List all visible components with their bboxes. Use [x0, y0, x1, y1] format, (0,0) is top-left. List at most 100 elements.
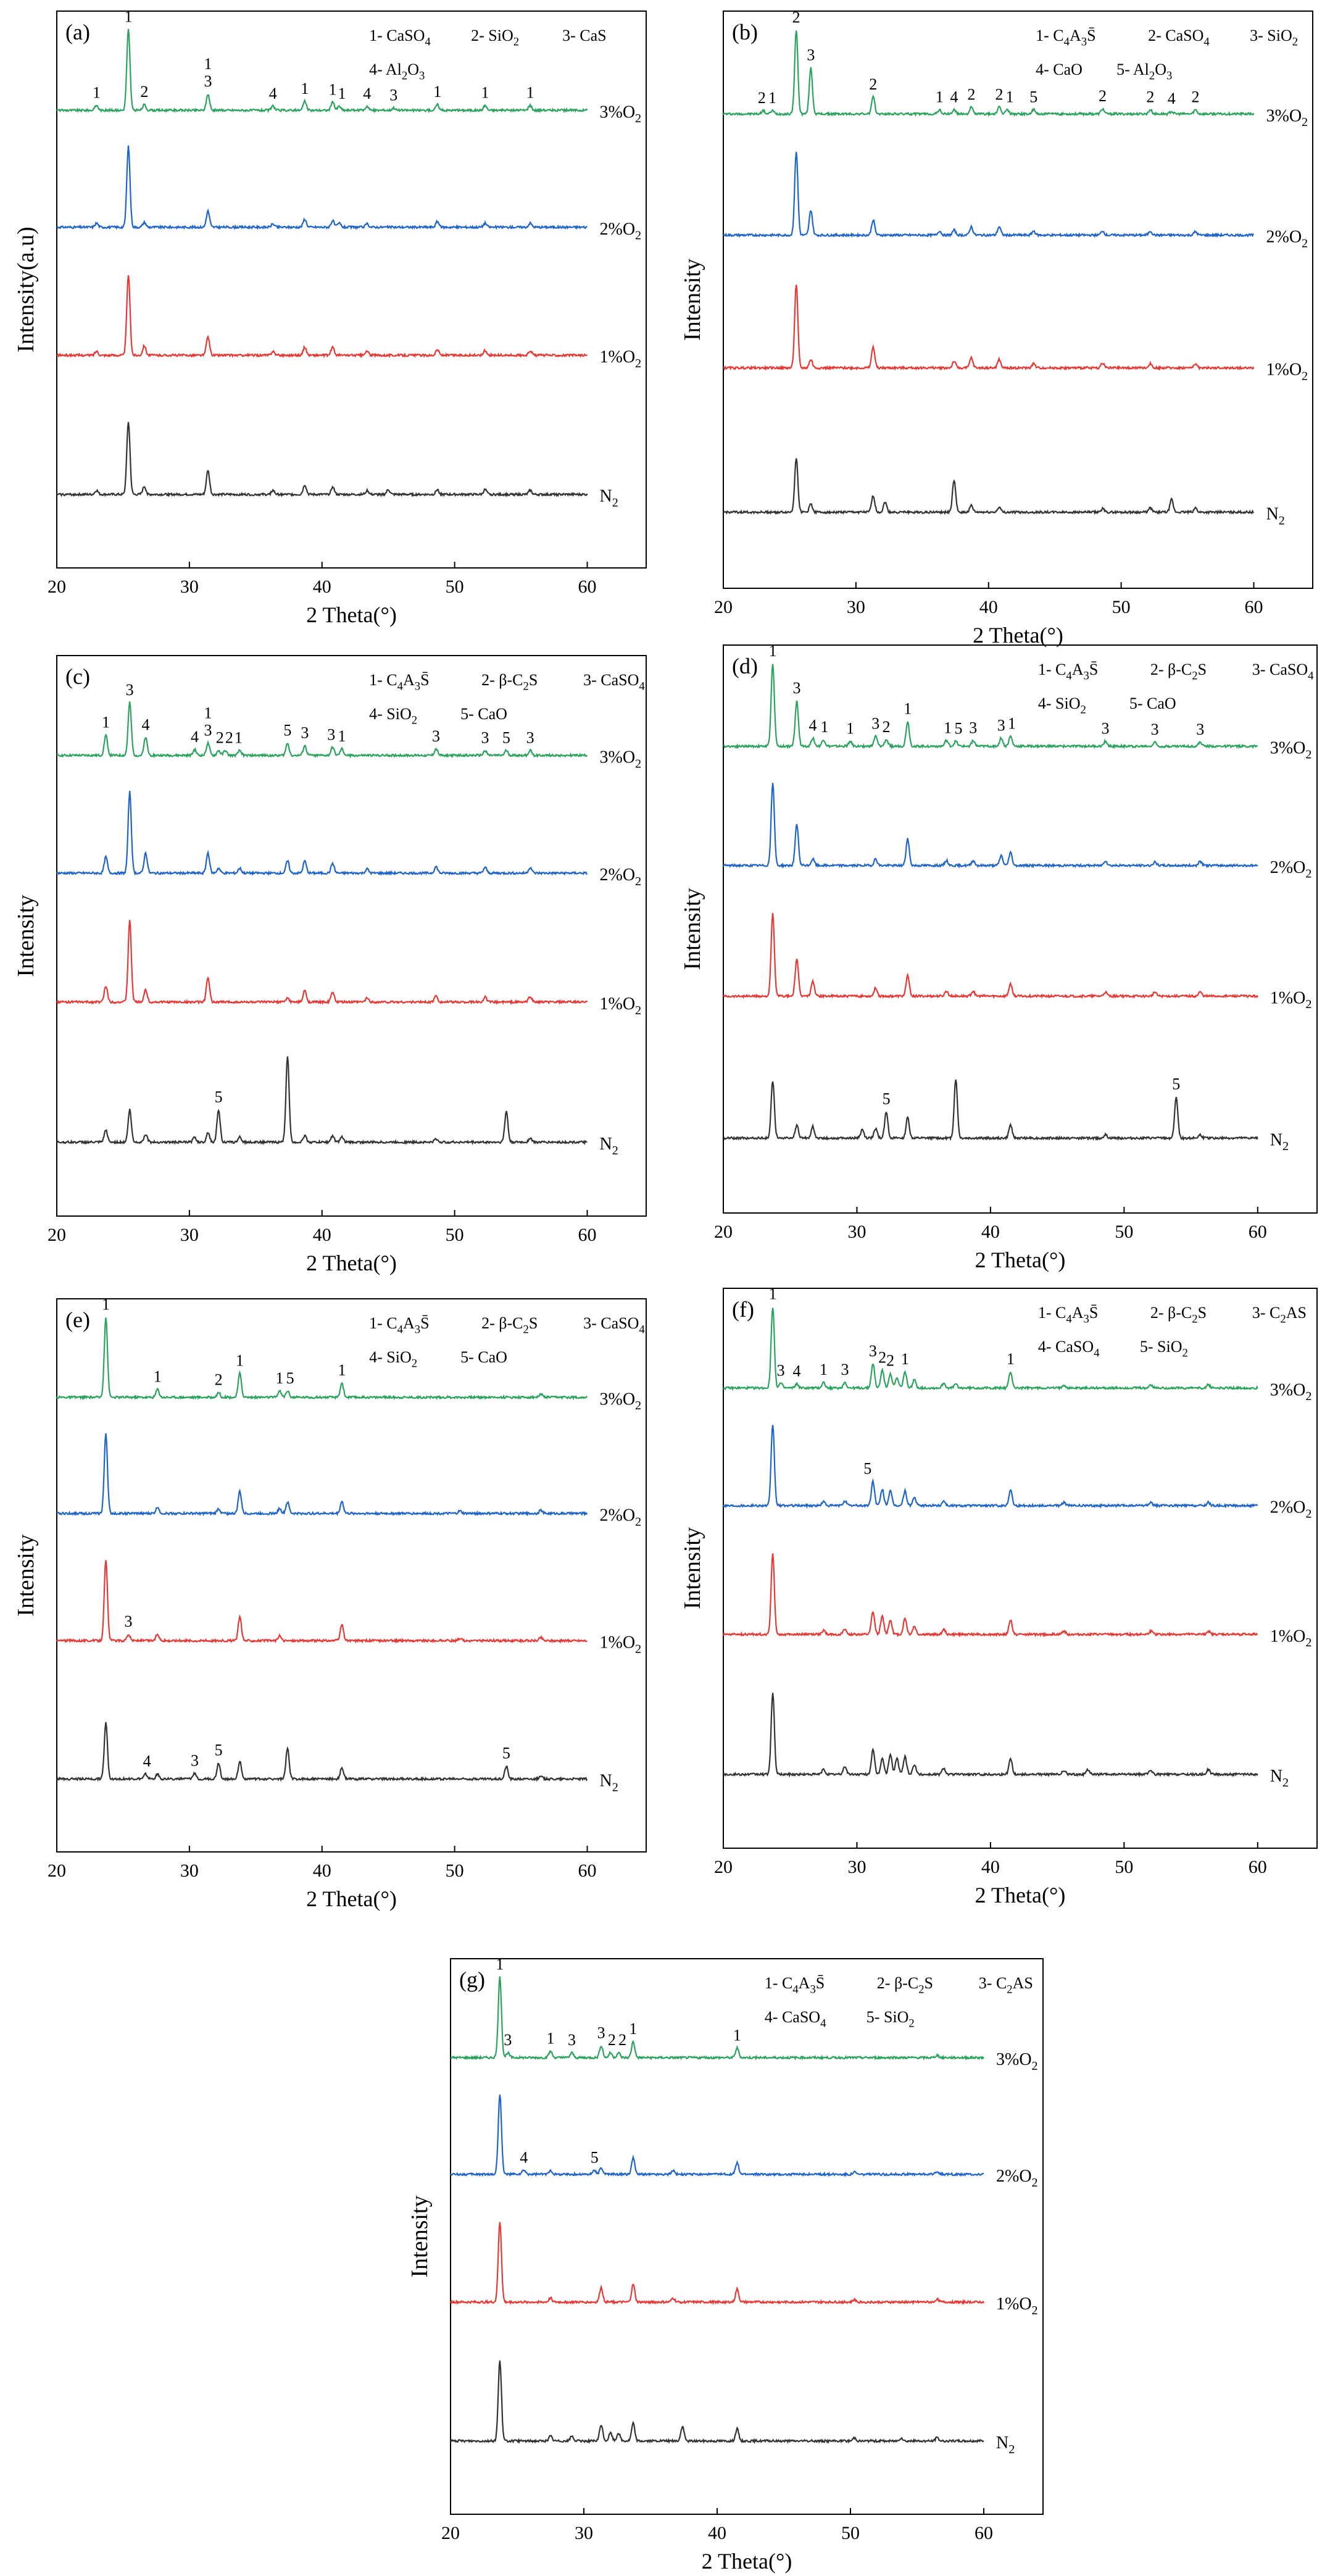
series-line-2pcto2	[722, 783, 1258, 869]
peak-annotation: 1	[204, 704, 212, 722]
peak-annotation: 1	[769, 642, 777, 660]
x-axis-label: 2 Theta(°)	[975, 1883, 1066, 1907]
peak-annotation: 3	[204, 72, 212, 90]
series-line-2pcto2	[723, 151, 1254, 238]
peak-annotation: 1	[301, 80, 309, 98]
y-axis-label: Intensity	[407, 2196, 433, 2278]
series-line-n2	[56, 1722, 588, 1782]
series-line-n2	[723, 1079, 1258, 1141]
panel-g: 20 30 40 50 60 2 Theta(°) Intensity (g) 1- C4A3S…	[407, 1956, 1044, 2574]
legend-entry: 5- Al2O3	[1116, 60, 1172, 82]
peak-annotation: 2	[1146, 88, 1154, 106]
legend-entry: 4- SiO2	[1038, 694, 1086, 716]
peak-annotation: 1	[154, 1367, 162, 1385]
x-tick-label: 40	[313, 1861, 331, 1881]
x-tick-label: 50	[1112, 597, 1131, 617]
series-label: 1%O2	[1270, 1627, 1312, 1649]
peak-annotation: 5	[502, 1744, 510, 1762]
series-line-2pcto2	[56, 145, 588, 230]
x-tick-label: 40	[981, 1857, 1000, 1877]
peak-annotation: 3	[204, 722, 212, 740]
series-line-2pcto2	[56, 1433, 588, 1517]
series-label: 3%O2	[600, 748, 642, 770]
legend-entry: 1- CaSO4	[369, 27, 431, 48]
x-tick-label: 40	[708, 2523, 726, 2543]
x-tick-label: 50	[446, 1225, 464, 1245]
legend-entry: 4- CaO	[1036, 60, 1083, 78]
series-label: N2	[600, 1135, 618, 1157]
series-line-2pcto2	[722, 1425, 1258, 1509]
x-axis-label: 2 Theta(°)	[975, 1248, 1066, 1272]
legend-entry: 5- CaO	[1129, 694, 1176, 712]
series-label: N2	[1270, 1130, 1289, 1153]
panel-d: 20 30 40 50 60 2 Theta(°) Intensity (d) 1- C4A3S…	[680, 642, 1318, 1272]
series-line-1pcto2	[56, 1560, 588, 1644]
peak-annotation: 1	[733, 2026, 741, 2044]
peak-annotation: 2	[216, 729, 224, 747]
series-label: 2%O2	[600, 220, 642, 243]
x-tick-label: 40	[313, 1225, 331, 1245]
peak-annotation: 1	[481, 84, 489, 102]
legend-entry: 4- CaSO4	[1038, 1338, 1100, 1359]
peak-annotation: 3	[869, 1342, 877, 1360]
peak-annotation: 3	[969, 719, 977, 736]
series-line-3pcto2	[723, 1307, 1258, 1391]
peak-annotation: 3	[301, 724, 309, 742]
x-tick-label: 30	[180, 1861, 199, 1881]
series-line-3pcto2	[723, 664, 1258, 750]
peak-annotation: 1	[821, 718, 829, 736]
series-label: 3%O2	[600, 102, 642, 125]
peak-annotation: 3	[125, 1612, 133, 1630]
series-line-1pcto2	[722, 1553, 1258, 1638]
legend-entry: 5- SiO2	[867, 2008, 915, 2030]
series-line-3pcto2	[450, 1976, 984, 2061]
series-line-1pcto2	[449, 2222, 984, 2306]
peak-annotation: 1	[236, 1351, 244, 1369]
legend-entry: 1- C4A3S̄	[369, 1314, 429, 1336]
peak-annotation: 1	[901, 1350, 909, 1368]
panel-a: 20 30 40 50 60 2 Theta(°) Intensity(a.u) (a) 1- …	[13, 8, 647, 627]
peak-annotation: 1	[904, 700, 912, 718]
peak-annotation: 4	[1168, 90, 1176, 107]
peak-annotation: 4	[363, 85, 371, 102]
plot-frame	[56, 655, 647, 1217]
y-axis-label: Intensity	[680, 888, 705, 970]
series-line-n2	[56, 1056, 588, 1146]
phase-legend: 1- C4A3S̄ 2- β-C2S 3- CaSO4 4- SiO2 5- CaO	[369, 671, 645, 727]
peak-annotation: 3	[793, 679, 801, 697]
peak-annotation: 1	[93, 84, 101, 102]
peak-annotation: 2	[140, 83, 148, 101]
x-axis-label: 2 Theta(°)	[306, 602, 397, 627]
peak-annotation: 2	[792, 9, 800, 27]
peak-annotation: 1	[944, 719, 952, 736]
peak-annotation: 1	[547, 2030, 555, 2048]
peak-annotation: 3	[191, 1751, 199, 1769]
panel-c: 20 30 40 50 60 2 Theta(°) Intensity (c) 1- C4A3S…	[13, 655, 647, 1275]
x-tick-label: 20	[714, 1857, 733, 1877]
series-line-n2	[56, 422, 588, 498]
series-label: N2	[600, 1772, 618, 1794]
peak-annotation: 4	[793, 1362, 801, 1380]
peak-annotation: 4	[809, 716, 817, 734]
peak-annotation: 3	[526, 729, 534, 747]
peak-annotation: 5	[863, 1459, 871, 1477]
peak-annotation: 1	[768, 89, 776, 107]
legend-entry: 4- Al2O3	[369, 60, 425, 82]
plot-frame	[450, 1958, 1044, 2515]
peak-annotation: 2	[1191, 88, 1199, 106]
panel-label: (f)	[732, 1297, 754, 1322]
peak-annotation: 1	[1007, 1350, 1015, 1368]
series-label: 1%O2	[600, 1633, 642, 1656]
phase-legend: 1- CaSO4 2- SiO2 3- CaS 4- Al2O3	[369, 27, 607, 82]
peak-annotation: 3	[777, 1361, 785, 1379]
x-tick-label: 30	[847, 1222, 866, 1242]
x-tick-label: 40	[313, 577, 331, 597]
panel-b: 20 30 40 50 60 2 Theta(°) Intensity (b) 1- C4A3S…	[680, 9, 1313, 648]
peak-annotation: 1	[338, 1361, 346, 1379]
peak-annotation: 2	[883, 718, 891, 736]
series-line-2pcto2	[450, 2095, 984, 2177]
series-label: 2%O2	[600, 865, 642, 888]
series-label: N2	[1266, 504, 1285, 527]
series-label: 3%O2	[1270, 739, 1312, 762]
panel-label: (e)	[65, 1307, 90, 1332]
